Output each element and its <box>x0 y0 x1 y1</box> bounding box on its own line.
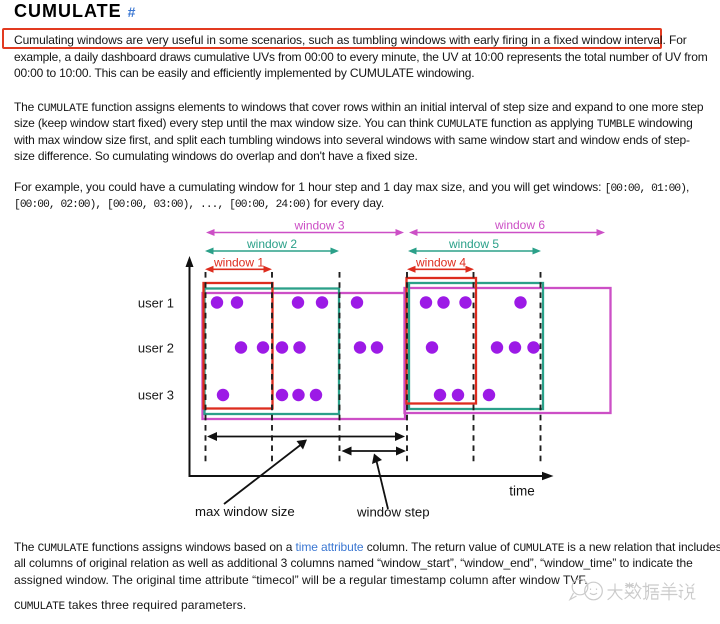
svg-text:time: time <box>509 484 535 499</box>
svg-text:user 3: user 3 <box>138 388 174 403</box>
svg-text:window 6: window 6 <box>494 218 545 232</box>
svg-text:user 1: user 1 <box>138 296 174 311</box>
svg-text:window 4: window 4 <box>415 256 466 270</box>
svg-text:user 2: user 2 <box>138 341 174 356</box>
svg-text:window step: window step <box>356 505 430 520</box>
svg-text:window 5: window 5 <box>448 237 499 251</box>
svg-text:window 1: window 1 <box>213 256 264 270</box>
svg-text:max window size: max window size <box>195 504 295 519</box>
svg-text:window 2: window 2 <box>246 237 297 251</box>
svg-text:window 3: window 3 <box>293 219 344 233</box>
